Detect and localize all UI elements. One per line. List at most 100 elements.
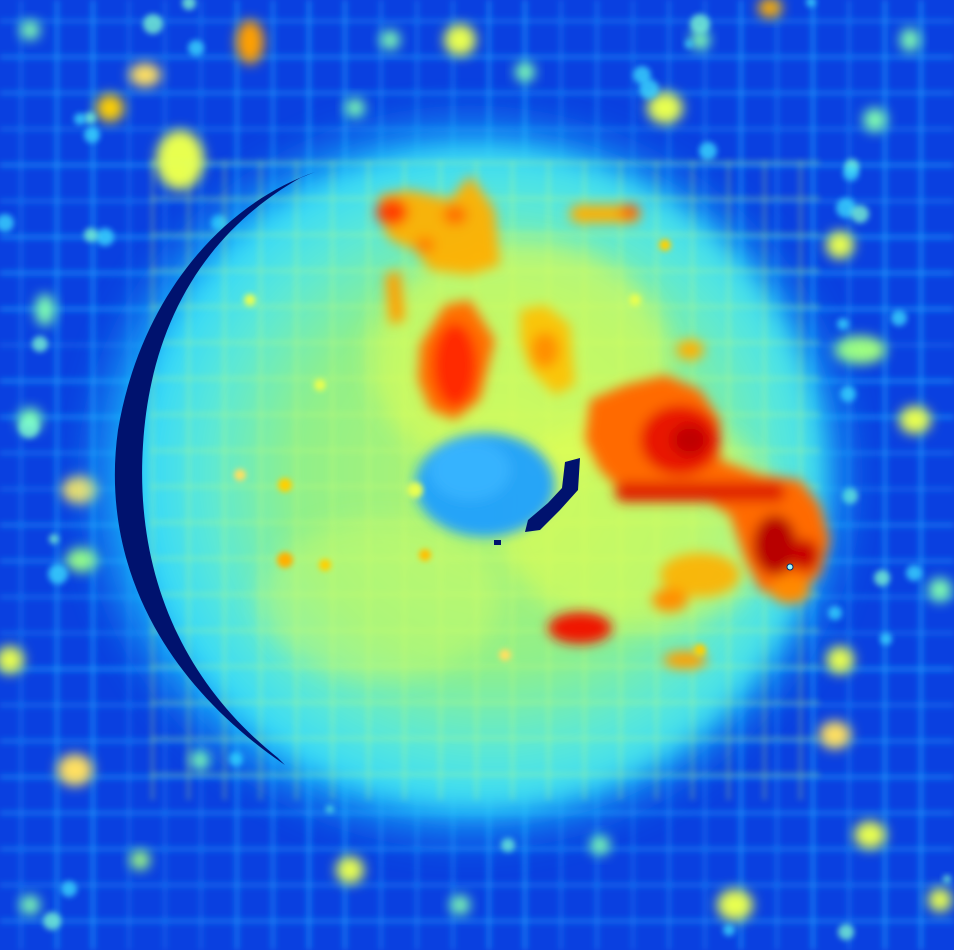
background-spot [501,838,515,852]
grid-line-vertical [54,0,60,950]
background-spot [84,112,96,124]
background-spot [590,835,610,855]
background-spot [19,418,39,438]
grid-line-vertical [882,0,888,950]
disc-spot [244,294,256,306]
background-spot [900,28,920,52]
background-spot [57,754,93,786]
background-spot [190,750,210,770]
background-spot [129,63,161,87]
background-spot [130,850,150,870]
disc-spot [314,379,326,391]
background-spot [928,578,952,602]
disc-spot [319,559,331,571]
background-spot [143,14,163,34]
background-spot [326,805,334,813]
background-spot [96,94,124,122]
background-spot [84,228,98,242]
background-spot [843,165,859,181]
background-spot [690,14,710,34]
background-spot [66,548,98,572]
background-spot [43,912,61,930]
background-spot [717,889,753,921]
disc-grid-line [150,664,820,669]
disc-grid-line [150,160,155,800]
grid-line-horizontal [0,882,954,888]
grid-line-vertical [918,0,924,950]
center-dark-dot [494,540,501,545]
disc-spot [499,649,511,661]
disc-spot [277,552,293,568]
background-spot [96,228,114,246]
background-spot [828,606,842,620]
background-spot [0,646,24,674]
disc-spot [419,549,431,561]
background-spot [182,0,196,10]
grid-line-horizontal [0,846,954,852]
background-spot [819,721,851,749]
background-spot [874,570,890,586]
background-spot [838,924,854,940]
left-crescent-shadow [114,172,315,765]
background-spot [61,881,77,897]
disc-grid-line [294,160,299,800]
grid-line-horizontal [0,18,954,24]
background-spot [345,98,365,118]
background-spot [928,888,952,912]
background-spot [826,231,854,259]
background-spot [48,564,68,584]
disc-grid-line [150,736,820,741]
hot-regions [376,175,830,669]
disc-spots [234,239,706,661]
background-spot [854,821,886,849]
background-spot [639,79,659,99]
disc-grid-line [402,160,407,800]
grid-line-horizontal [0,90,954,96]
disc-spot [694,644,706,656]
disc-grid-line [258,160,263,800]
background-spot [62,476,98,504]
background-spot [837,318,849,330]
disc-grid-line [150,556,820,561]
background-spot [515,62,535,82]
background-spot [336,856,364,884]
background-spot [685,40,693,48]
background-spot [450,895,470,915]
background-spot [35,294,55,326]
disc-spot [278,478,292,492]
background-spot [836,198,856,218]
grid-line-horizontal [0,918,954,924]
background-spot [880,633,892,645]
disc-grid-line [150,160,820,165]
background-spot [236,20,264,64]
background-spot [943,875,951,883]
background-spot [891,310,907,326]
background-spot [826,646,854,674]
background-spot [647,92,683,124]
grid-line-vertical [846,0,852,950]
background-spot [842,488,858,504]
disc-grid-line [366,160,371,800]
background-spot [0,214,14,232]
disc-grid-line [798,160,803,800]
background-spot [806,0,816,7]
grid-line-vertical [90,0,96,950]
center-dark-streak [525,458,580,532]
grid-line-horizontal [0,54,954,60]
background-spot [906,565,922,581]
disc-grid-line [150,700,820,705]
disc-grid-line [330,160,335,800]
background-spot [699,142,717,160]
background-spot [851,205,869,223]
background-spot [444,24,476,56]
background-spot [840,386,856,402]
disc-spot [659,239,671,251]
background-spot [74,113,86,125]
disc-spot [629,294,641,306]
background-spot [758,0,782,18]
marker-dot [786,563,794,571]
background-spot [690,30,710,50]
